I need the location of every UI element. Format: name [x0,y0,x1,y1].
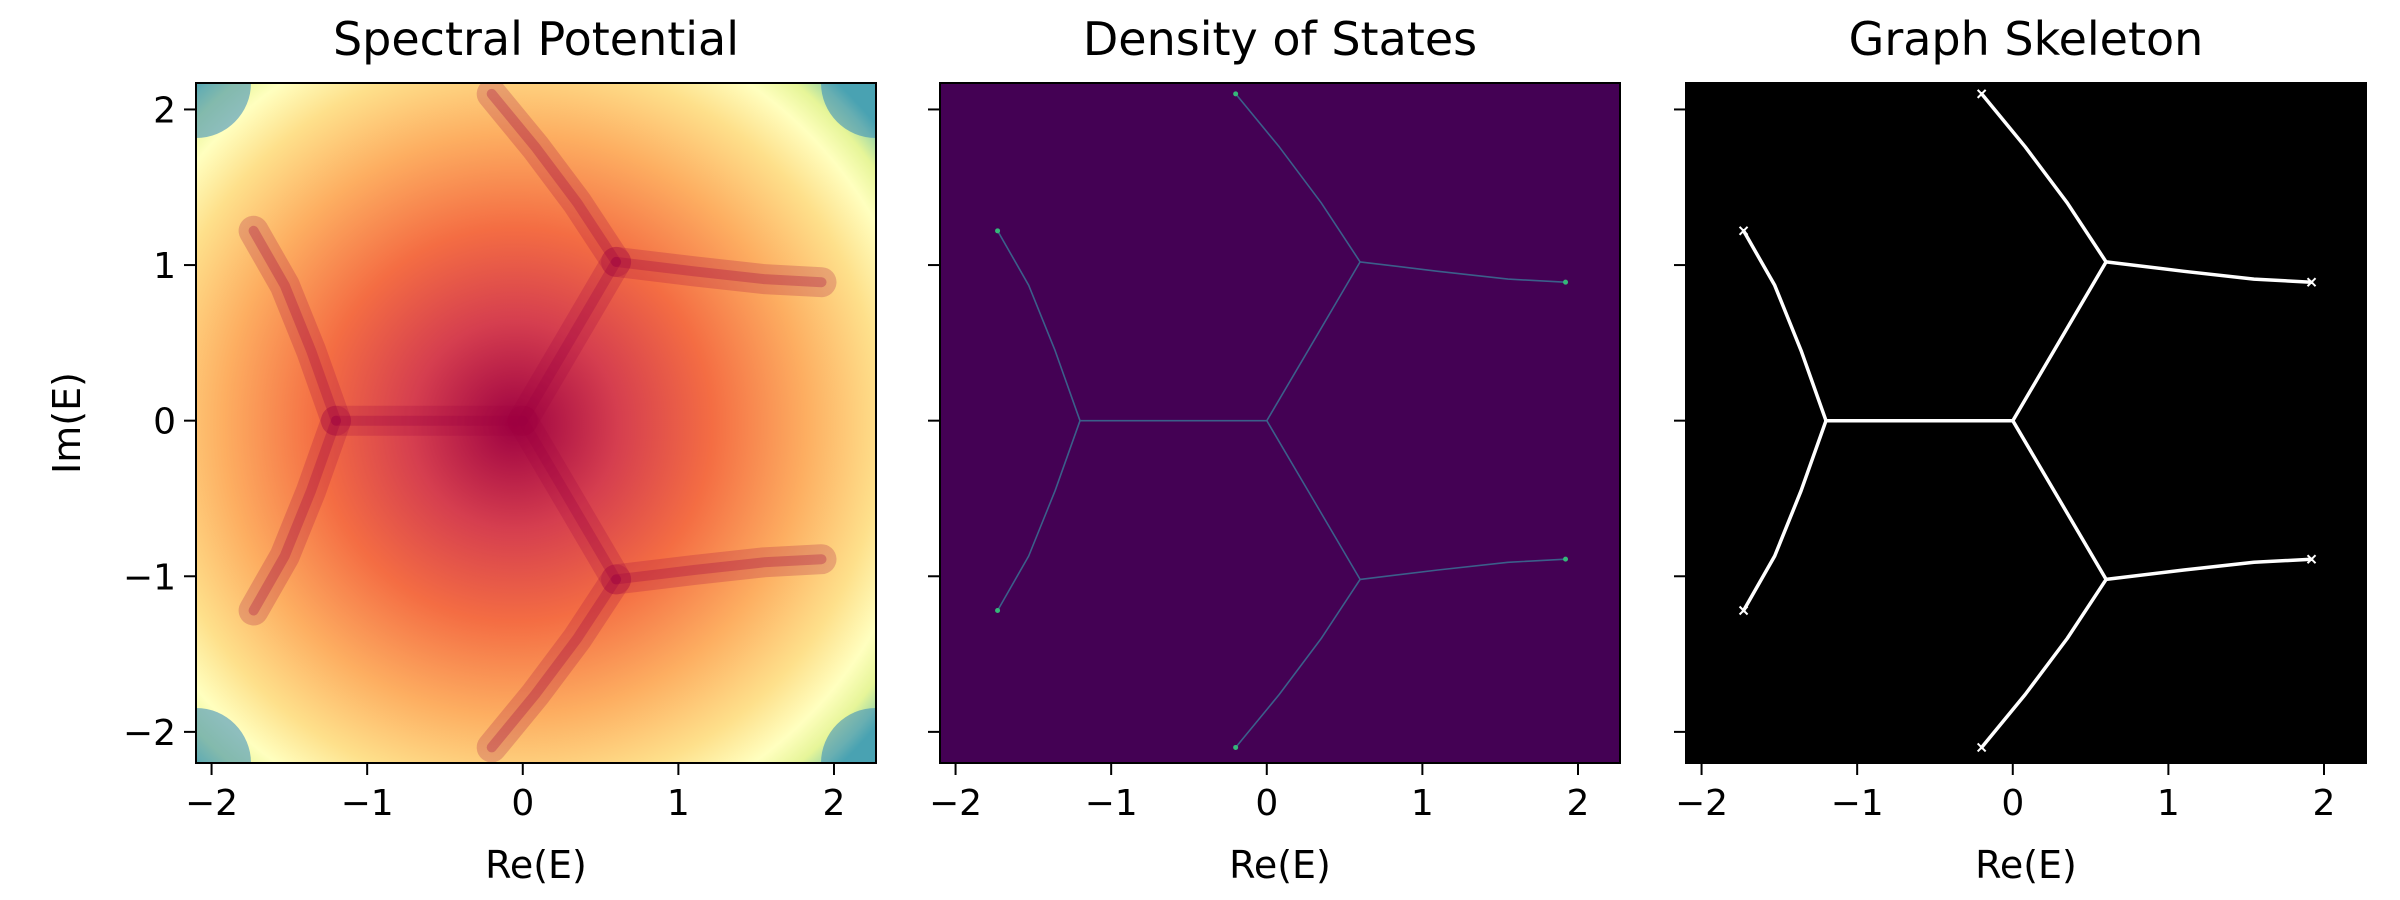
x-tick-label: −2 [1675,783,1728,824]
axes: −2 −1 0 1 2 [928,108,1590,824]
graph-edge [2104,260,2314,284]
x-tick-label: −1 [1085,783,1138,824]
potential-ridge [507,405,632,595]
endpoint-marker [1563,556,1569,562]
x-axis-label: Re(E) [1975,843,2077,887]
graph-lines [1738,89,2317,753]
x-axis-label: Re(E) [1229,843,1331,887]
heatmap-background [1686,83,2366,763]
graph-edge [1266,261,1361,422]
graph-edge [1979,92,2108,264]
endpoint-marker [1738,605,1749,616]
endpoint-marker [2306,554,2317,564]
graph-edge [996,230,1081,422]
y-tick-label: 0 [153,402,176,443]
potential-ridge [601,246,837,298]
graph-edge [1359,261,1567,283]
x-tick-label: 1 [2157,783,2180,824]
y-tick-label: −1 [123,557,176,598]
panel-graph-skeleton: Graph Skeleton Re(E) −2 −1 0 1 2 [1674,12,2367,887]
heatmap-background [940,83,1620,763]
y-axis-label: Im(E) [45,372,89,474]
endpoint-marker [1976,89,1987,99]
potential-ridge-core [248,225,341,426]
potential-ridge-core [248,415,341,616]
x-tick-label: −1 [1831,783,1884,824]
potential-ridge [476,83,632,277]
x-tick-label: 2 [823,783,846,824]
chart-title: Graph Skeleton [1849,12,2204,66]
x-tick-label: 0 [2001,783,2024,824]
panel-spectral-potential: Spectral Potential Re(E) Im(E) −2 −1 0 1 2−2… [45,12,877,887]
potential-ridge [238,215,351,436]
x-tick-label: 1 [1411,783,1434,824]
potential-ridge-core [486,574,622,753]
potential-ridge-core [611,256,827,288]
graph-edge [2011,260,2108,423]
graph-edge [1234,578,1361,749]
graph-edge [996,419,1081,612]
panel-density-of-states: Density of States Re(E) −2 −1 0 1 2 [928,12,1621,887]
graph-edge [1359,558,1567,581]
plot-frame [1685,82,2367,764]
x-tick-label: 0 [511,783,534,824]
chart-title: Spectral Potential [333,12,739,66]
plot-frame [195,82,877,764]
potential-ridge-core [517,256,622,426]
x-tick-label: 2 [2313,783,2336,824]
x-tick-label: 1 [667,783,690,824]
corner-tint [821,708,876,763]
potential-ridge [601,544,837,595]
corner-tint [821,83,876,138]
graph-lines [995,91,1569,750]
endpoint-marker [995,608,1001,614]
x-tick-label: 2 [1567,783,1590,824]
x-axis-label: Re(E) [485,843,587,887]
corner-tint [196,83,251,138]
potential-ridge-core [486,88,622,267]
graph-edge [2011,418,2108,582]
endpoint-marker [1233,744,1239,750]
graph-edge [1266,419,1361,581]
potential-ridge [476,564,632,763]
plot-frame [939,82,1621,764]
x-tick-label: −1 [341,783,394,824]
graph-edge [1979,577,2108,750]
x-tick-label: −2 [185,783,238,824]
endpoint-marker [1233,91,1239,97]
graph-edge [2104,557,2314,582]
x-tick-label: −2 [929,783,982,824]
chart-title: Density of States [1083,12,1477,66]
graph-edge [1234,93,1361,263]
endpoint-marker [995,228,1001,234]
x-tick-label: 0 [1255,783,1278,824]
axes: −2 −1 0 1 2 [1674,108,2336,824]
corner-tint [196,708,251,763]
y-tick-label: 1 [153,246,176,287]
potential-ridge [238,405,351,626]
potential-ridge [507,246,632,436]
graph-edge [1741,418,1828,613]
heatmap-ridges [196,83,876,763]
endpoint-marker [2306,277,2317,287]
y-tick-label: 2 [153,90,176,131]
potential-ridge-core [611,554,827,585]
y-tick-label: −2 [123,713,176,754]
endpoint-marker [1563,279,1569,285]
graph-edge [1741,229,1828,423]
heatmap-background [196,83,876,763]
endpoint-marker [1976,742,1987,753]
potential-ridge-core [517,415,622,585]
endpoint-marker [1738,226,1749,236]
axes: −2 −1 0 1 2 −2 −1 0 1 2 [123,90,846,824]
